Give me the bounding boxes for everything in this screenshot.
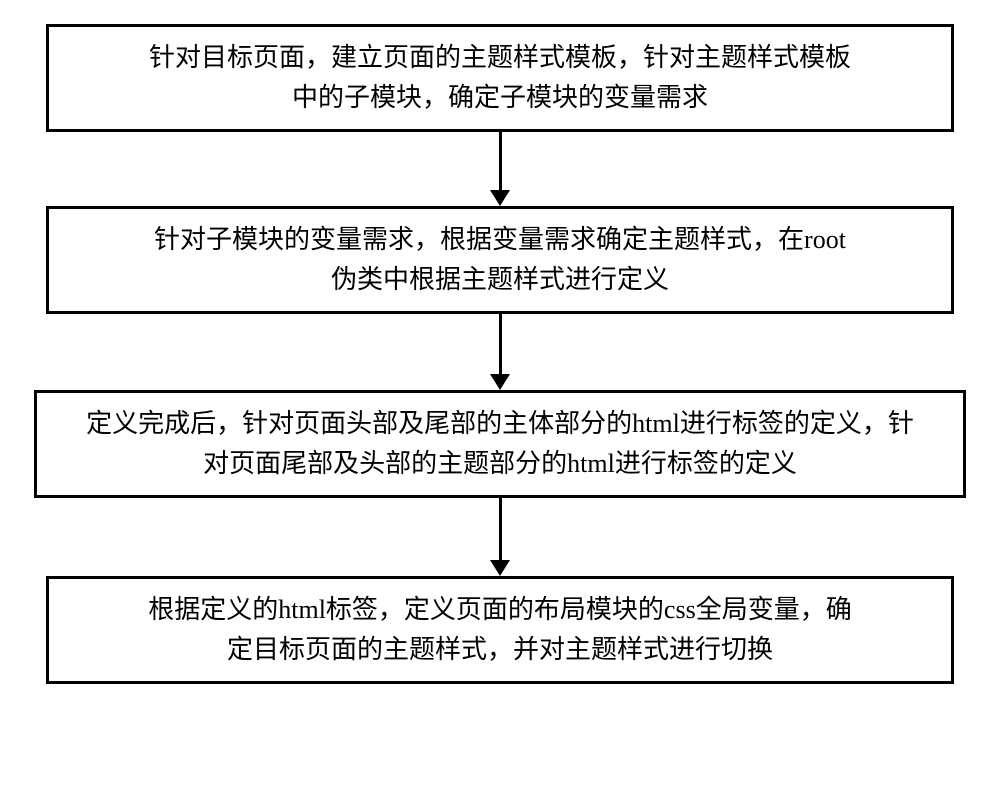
flowchart-arrow-3 bbox=[490, 498, 510, 576]
flowchart-step-1: 针对目标页面，建立页面的主题样式模板，针对主题样式模板 中的子模块，确定子模块的… bbox=[46, 24, 954, 132]
flowchart-arrow-2 bbox=[490, 314, 510, 390]
flowchart-step-4-text: 根据定义的html标签，定义页面的布局模块的css全局变量，确 定目标页面的主题… bbox=[142, 590, 857, 671]
flowchart-step-4: 根据定义的html标签，定义页面的布局模块的css全局变量，确 定目标页面的主题… bbox=[46, 576, 954, 684]
arrow-head-icon bbox=[490, 560, 510, 576]
flowchart-step-3-text: 定义完成后，针对页面头部及尾部的主体部分的html进行标签的定义，针 对页面尾部… bbox=[80, 404, 920, 485]
flowchart-step-1-text: 针对目标页面，建立页面的主题样式模板，针对主题样式模板 中的子模块，确定子模块的… bbox=[143, 38, 857, 119]
flowchart-arrow-1 bbox=[490, 132, 510, 206]
flowchart-step-2: 针对子模块的变量需求，根据变量需求确定主题样式，在root 伪类中根据主题样式进… bbox=[46, 206, 954, 314]
flowchart-container: 针对目标页面，建立页面的主题样式模板，针对主题样式模板 中的子模块，确定子模块的… bbox=[0, 0, 1000, 684]
arrow-shaft bbox=[499, 498, 502, 560]
arrow-shaft bbox=[499, 314, 502, 374]
flowchart-step-2-text: 针对子模块的变量需求，根据变量需求确定主题样式，在root 伪类中根据主题样式进… bbox=[148, 220, 852, 301]
arrow-shaft bbox=[499, 132, 502, 190]
arrow-head-icon bbox=[490, 190, 510, 206]
flowchart-step-3: 定义完成后，针对页面头部及尾部的主体部分的html进行标签的定义，针 对页面尾部… bbox=[34, 390, 966, 498]
arrow-head-icon bbox=[490, 374, 510, 390]
